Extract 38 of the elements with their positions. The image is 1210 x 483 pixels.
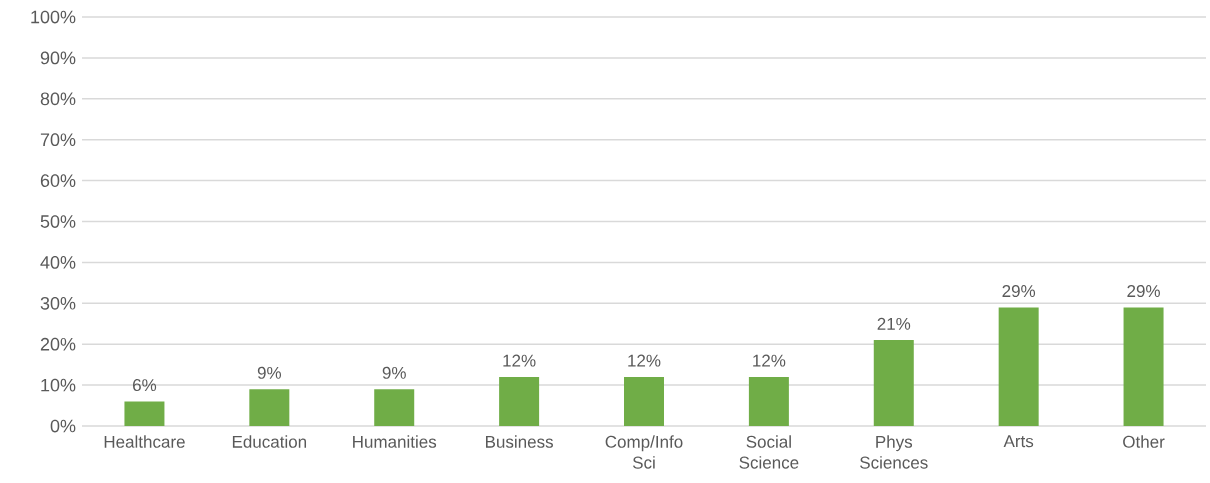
x-tick-label: Healthcare (104, 435, 185, 448)
y-tick-label: 90% (40, 51, 76, 65)
bar (499, 376, 540, 426)
data-label: 9% (257, 366, 282, 379)
data-label: 12% (503, 354, 536, 367)
data-label: 12% (628, 354, 661, 367)
data-label: 21% (877, 317, 911, 330)
x-tick-label: Other (1123, 435, 1165, 448)
y-tick-label: 0% (50, 419, 76, 433)
data-label: 6% (133, 379, 157, 392)
y-tick-label: 80% (40, 92, 76, 106)
y-tick-label: 30% (40, 296, 76, 310)
data-label: 12% (753, 354, 786, 367)
x-tick-label: Arts (1003, 435, 1034, 448)
bar (748, 376, 789, 426)
bar (1123, 307, 1164, 426)
x-tick-label: Humanities (353, 435, 437, 448)
data-label: 29% (1002, 285, 1036, 298)
y-tick-label: 50% (40, 215, 76, 228)
y-tick-label: 40% (40, 256, 76, 269)
y-tick-label: 60% (40, 174, 76, 187)
bar (873, 340, 914, 426)
y-tick-label: 10% (41, 378, 76, 392)
bar (624, 376, 664, 426)
y-tick-label: 70% (40, 133, 76, 147)
x-tick-label: Education (232, 435, 307, 448)
bar (998, 307, 1039, 426)
x-tick-label: Comp/Info Sci (605, 435, 683, 469)
x-tick-label: Social Science (739, 435, 799, 469)
y-tick-label: 100% (31, 10, 76, 24)
x-tick-label: Business (486, 435, 553, 448)
y-tick-label: 20% (40, 337, 76, 351)
x-tick-label: Phys Sciences (860, 435, 928, 469)
data-label: 29% (1127, 285, 1160, 298)
bar (249, 389, 290, 426)
bar (374, 389, 415, 426)
bar (124, 401, 165, 426)
data-label: 9% (382, 366, 406, 379)
